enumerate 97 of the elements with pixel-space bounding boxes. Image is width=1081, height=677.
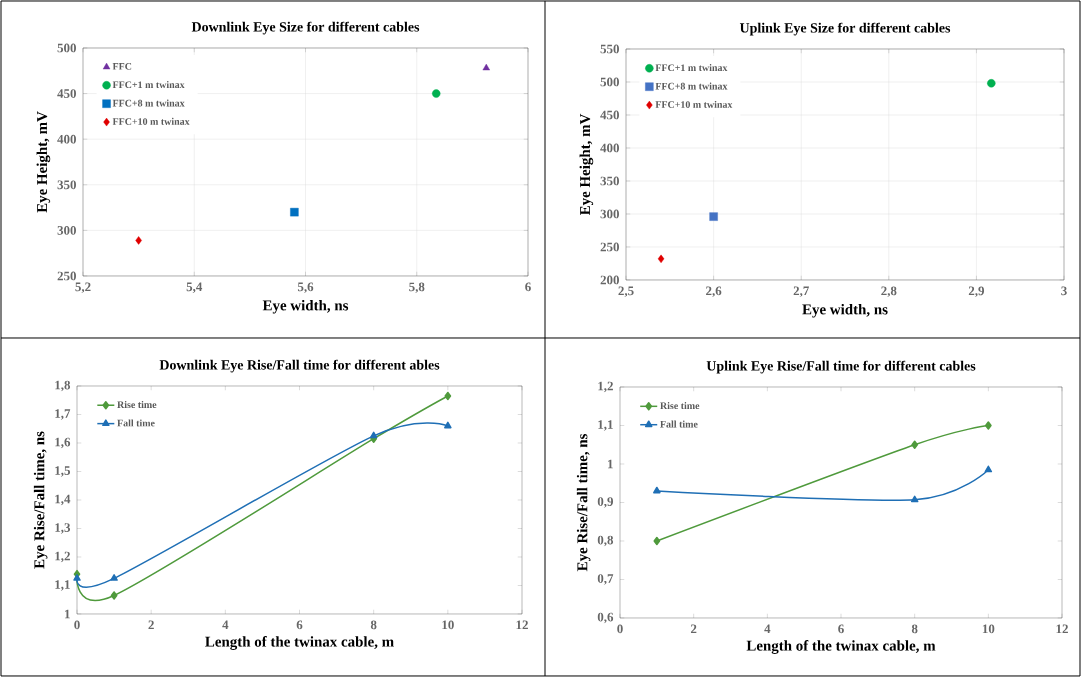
y-tick-label: 1 [65, 609, 70, 619]
point [984, 421, 992, 430]
y-tick-label: 350 [600, 176, 619, 186]
point [444, 421, 452, 429]
x-tick-label: 2,5 [618, 286, 634, 298]
x-tick-label: 10 [982, 624, 995, 634]
y-axis-title: Eye Rise/Fall time, ns [33, 431, 48, 569]
x-tick-label: 2,8 [881, 286, 897, 298]
x-tick-label: 5,8 [409, 282, 425, 294]
point [290, 207, 299, 217]
x-tick-label: 5,4 [186, 282, 203, 294]
y-tick-label: 1,4 [55, 494, 71, 506]
point [110, 574, 118, 581]
y-tick-label: 400 [57, 134, 76, 144]
y-tick-label: 0,7 [597, 574, 614, 585]
x-tick-label: 4 [764, 624, 771, 634]
legend-label: Fall time [117, 419, 155, 427]
x-tick-label: 5,6 [297, 282, 314, 294]
x-tick-label: 2 [690, 624, 697, 634]
x-tick-label: 2,6 [706, 286, 722, 298]
legend-label: FFC [112, 63, 132, 70]
chart-title: Uplink Eye Size for different cables [739, 22, 951, 36]
x-tick-label: 10 [442, 620, 454, 630]
point [110, 591, 118, 600]
x-tick-label: 3 [1061, 286, 1067, 296]
y-tick-label: 500 [57, 43, 76, 53]
y-tick-label: 1,1 [598, 420, 613, 431]
x-tick-label: 2 [148, 620, 154, 630]
y-tick-label: 1,5 [55, 466, 71, 477]
point [657, 254, 665, 264]
point [135, 236, 142, 245]
y-axis-title: Eye Height, mV [36, 111, 51, 213]
y-tick-label: 250 [57, 271, 76, 281]
y-tick-label: 1,7 [55, 409, 71, 420]
legend-label: Rise time [660, 402, 700, 410]
y-axis-title: Eye Height, mV [579, 113, 594, 216]
legend-label: FFC+10 m twinax [112, 117, 190, 125]
y-tick-label: 0,9 [597, 497, 614, 508]
x-tick-label: 5,2 [75, 282, 91, 294]
legend-label: Rise time [117, 401, 157, 409]
y-tick-label: 550 [600, 44, 619, 54]
chart-title: Uplink Eye Rise/Fall time for different cables [706, 360, 976, 374]
x-tick-label: 8 [370, 620, 377, 630]
y-tick-label: 350 [57, 180, 76, 190]
y-tick-label: 500 [600, 77, 619, 87]
y-tick-label: 1,8 [55, 380, 71, 392]
legend-label: Fall time [660, 420, 698, 428]
point [984, 465, 993, 473]
x-tick-label: 6 [296, 620, 303, 630]
chart-title: Downlink Eye Rise/Fall time for different ables [159, 359, 440, 373]
point [432, 89, 441, 98]
x-tick-label: 2,9 [968, 286, 985, 298]
point [653, 486, 661, 494]
x-axis-title: Length of the twinax cable, m [205, 636, 394, 650]
y-tick-label: 1,3 [55, 523, 71, 534]
point [653, 536, 661, 546]
y-tick-label: 1,2 [598, 381, 613, 393]
legend-label: FFC+8 m twinax [655, 82, 728, 90]
x-axis-title: Eye width, ns [802, 303, 888, 318]
point [987, 79, 996, 88]
x-tick-label: 4 [222, 620, 229, 630]
y-tick-label: 250 [600, 242, 619, 252]
x-axis-title: Length of the twinax cable, m [746, 640, 936, 654]
x-axis-title: Eye width, ns [262, 299, 349, 314]
y-tick-label: 1,6 [55, 437, 71, 449]
x-tick-label: 2,7 [793, 286, 809, 298]
y-tick-label: 300 [600, 209, 619, 219]
x-tick-label: 6 [525, 282, 531, 292]
y-tick-label: 450 [57, 89, 76, 98]
x-tick-label: 0 [617, 624, 623, 634]
point [369, 431, 378, 439]
y-tick-label: 450 [600, 110, 619, 120]
x-tick-label: 6 [838, 624, 844, 634]
y-tick-label: 0,6 [597, 612, 614, 624]
point [444, 391, 452, 401]
point [911, 440, 919, 449]
y-tick-label: 0,8 [597, 535, 614, 547]
y-tick-label: 200 [600, 275, 619, 285]
y-tick-label: 1,1 [55, 580, 70, 591]
legend-label: FFC+8 m twinax [112, 99, 185, 107]
y-tick-label: 400 [600, 143, 619, 153]
point [482, 63, 490, 71]
point [73, 574, 81, 581]
x-tick-label: 0 [74, 620, 80, 630]
legend-label: FFC+1 m twinax [655, 64, 728, 72]
chart-title: Downlink Eye Size for different cables [191, 21, 420, 35]
x-tick-label: 12 [1056, 624, 1068, 634]
y-axis-title: Eye Rise/Fall time, ns [576, 433, 591, 572]
x-tick-label: 8 [911, 624, 918, 634]
x-tick-label: 12 [516, 620, 528, 630]
point [709, 212, 718, 221]
point [910, 495, 919, 503]
y-tick-label: 300 [57, 226, 76, 235]
y-tick-label: 1 [608, 459, 613, 469]
legend-label: FFC+10 m twinax [655, 100, 733, 108]
y-tick-label: 1,2 [55, 551, 70, 563]
legend-label: FFC+1 m twinax [112, 81, 185, 89]
